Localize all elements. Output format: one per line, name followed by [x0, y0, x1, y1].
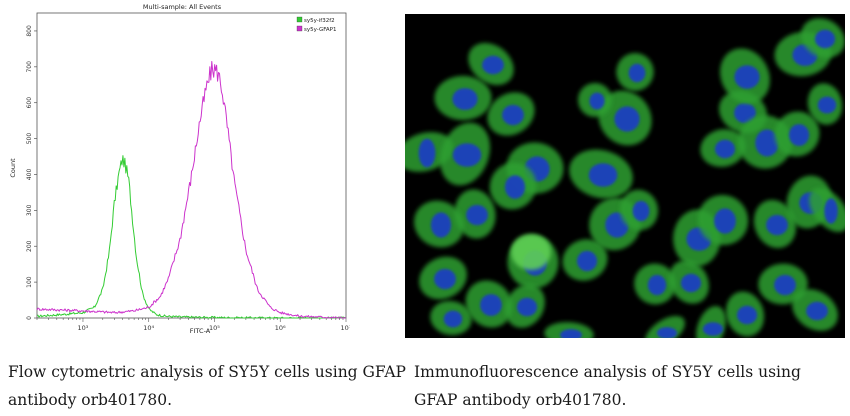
cell-nucleus [736, 305, 758, 325]
x-tick-label: 10³ [78, 324, 89, 332]
histogram-svg: Multi-sample: All Events Count FITC-A 0 1… [0, 0, 350, 336]
cell-nucleus [806, 301, 828, 321]
cell-nucleus [714, 208, 736, 234]
cell-nucleus [452, 88, 478, 110]
cell-nucleus [502, 104, 524, 126]
bright-cell [511, 234, 551, 270]
cell-nucleus [480, 294, 502, 316]
cell-nucleus [702, 322, 724, 336]
cell-nucleus [430, 212, 452, 238]
cell-nucleus [647, 274, 667, 296]
y-tick-label: 100 [26, 276, 33, 288]
cell-nucleus [614, 106, 640, 132]
plot-frame [36, 12, 347, 319]
immunofluorescence-image [405, 14, 845, 338]
y-tick-label: 400 [26, 169, 33, 181]
cell-nucleus [482, 55, 504, 75]
y-tick-label: 800 [26, 25, 33, 37]
chart-title: Multi-sample: All Events [143, 3, 222, 11]
cell-nucleus [434, 268, 456, 290]
cell-nucleus [516, 297, 538, 317]
x-tick-label: 10⁵ [209, 324, 220, 332]
y-tick-label: 300 [26, 204, 33, 216]
cell-nucleus [680, 273, 702, 293]
cell-nucleus [589, 92, 605, 110]
legend-label: sy5y-if32f2 [304, 18, 335, 24]
caption-immunofluorescence: Immunofluorescence analysis of SY5Y cell… [414, 363, 801, 409]
series-line-sy5y-GFAP1 [36, 60, 347, 319]
caption-flow-cytometry: Flow cytometric analysis of SY5Y cells u… [8, 363, 406, 409]
cell-nucleus [788, 124, 810, 146]
cell-nucleus [628, 63, 646, 83]
cell-nucleus [814, 29, 836, 49]
legend-swatch [296, 25, 303, 32]
cell-nucleus [466, 204, 488, 226]
x-axis-label: FITC-A [190, 327, 211, 335]
flow-cytometry-chart: Multi-sample: All Events Count FITC-A 0 1… [0, 0, 350, 336]
cell-nucleus [560, 329, 582, 338]
cell-nucleus [734, 65, 760, 89]
y-tick-label: 200 [26, 240, 33, 252]
x-tick-label: 10⁶ [275, 324, 286, 332]
cell-nucleus [817, 96, 837, 114]
y-tick-label: 0 [26, 316, 33, 320]
y-tick-label: 600 [26, 97, 33, 109]
legend-swatch [296, 16, 303, 23]
y-tick-label: 700 [26, 61, 33, 73]
cell-nucleus [504, 175, 526, 199]
cell-nucleus [824, 198, 838, 224]
chart-legend: sy5y-if32f2 sy5y-GFAP1 [296, 16, 336, 33]
cell-nucleus [632, 200, 650, 222]
legend-label: sy5y-GFAP1 [304, 27, 336, 33]
cell-nucleus [734, 102, 756, 124]
y-axis-label: Count [9, 158, 17, 178]
cell-nucleus [766, 214, 788, 236]
cell-nucleus [443, 310, 463, 328]
x-tick-label: 10⁴ [143, 324, 154, 332]
cell-nucleus [656, 327, 678, 338]
cell-nucleus [755, 129, 779, 157]
cell-nucleus [588, 163, 618, 187]
cell-nucleus [774, 274, 796, 296]
cell-nucleus [576, 250, 598, 272]
cell-nucleus [452, 143, 482, 167]
cell-nucleus [714, 139, 736, 159]
x-tick-label: 10⁷ [341, 324, 350, 332]
y-tick-label: 500 [26, 133, 33, 145]
series-line-sy5y-if32f2 [36, 155, 347, 319]
cell-nucleus [418, 138, 436, 168]
fluorescence-micrograph [405, 14, 845, 338]
